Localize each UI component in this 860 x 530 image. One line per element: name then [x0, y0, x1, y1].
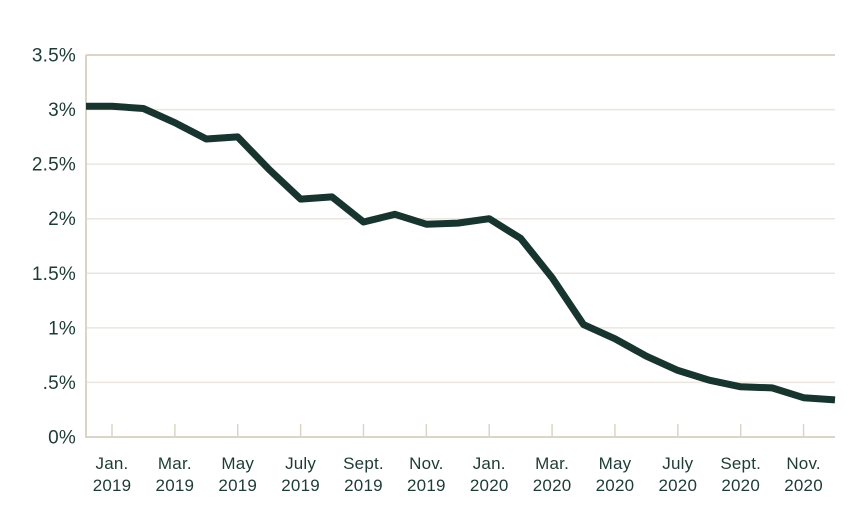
x-axis-label-month: Jan. — [96, 454, 129, 473]
x-axis-label-month: Mar. — [535, 454, 569, 473]
y-axis-label: 0% — [48, 428, 76, 449]
y-axis-label: .5% — [43, 373, 76, 394]
x-axis-label-year: 2019 — [344, 476, 383, 495]
y-axis-label: 1% — [48, 318, 76, 339]
x-axis-label-year: 2020 — [596, 476, 635, 495]
x-axis-label-month: Sept. — [720, 454, 761, 473]
x-axis-label-month: Nov. — [409, 454, 444, 473]
x-axis-label-month: May — [221, 454, 254, 473]
x-axis-label-month: Mar. — [158, 454, 192, 473]
y-axis-label: 3% — [48, 100, 76, 121]
x-axis-label-year: 2020 — [721, 476, 760, 495]
x-axis-label-year: 2019 — [218, 476, 257, 495]
x-axis-label-month: May — [599, 454, 632, 473]
y-axis-label: 3.5% — [32, 46, 76, 67]
data-line — [86, 102, 836, 404]
x-axis-label-month: Jan. — [473, 454, 506, 473]
x-axis-label-year: 2020 — [470, 476, 509, 495]
y-axis-label: 2.5% — [32, 155, 76, 176]
x-axis-label-year: 2019 — [156, 476, 195, 495]
x-axis-label-year: 2020 — [533, 476, 572, 495]
x-axis-label-year: 2019 — [281, 476, 320, 495]
y-axis-label: 1.5% — [32, 264, 76, 285]
x-axis-label-month: Sept. — [343, 454, 384, 473]
x-axis-label-year: 2020 — [784, 476, 823, 495]
x-axis-label-month: July — [285, 454, 316, 473]
x-axis-label-year: 2019 — [93, 476, 132, 495]
x-axis-label-year: 2020 — [659, 476, 698, 495]
x-axis-label-month: July — [662, 454, 693, 473]
y-axis-label: 2% — [48, 209, 76, 230]
x-axis-label-month: Nov. — [786, 454, 821, 473]
x-axis-label-year: 2019 — [407, 476, 446, 495]
